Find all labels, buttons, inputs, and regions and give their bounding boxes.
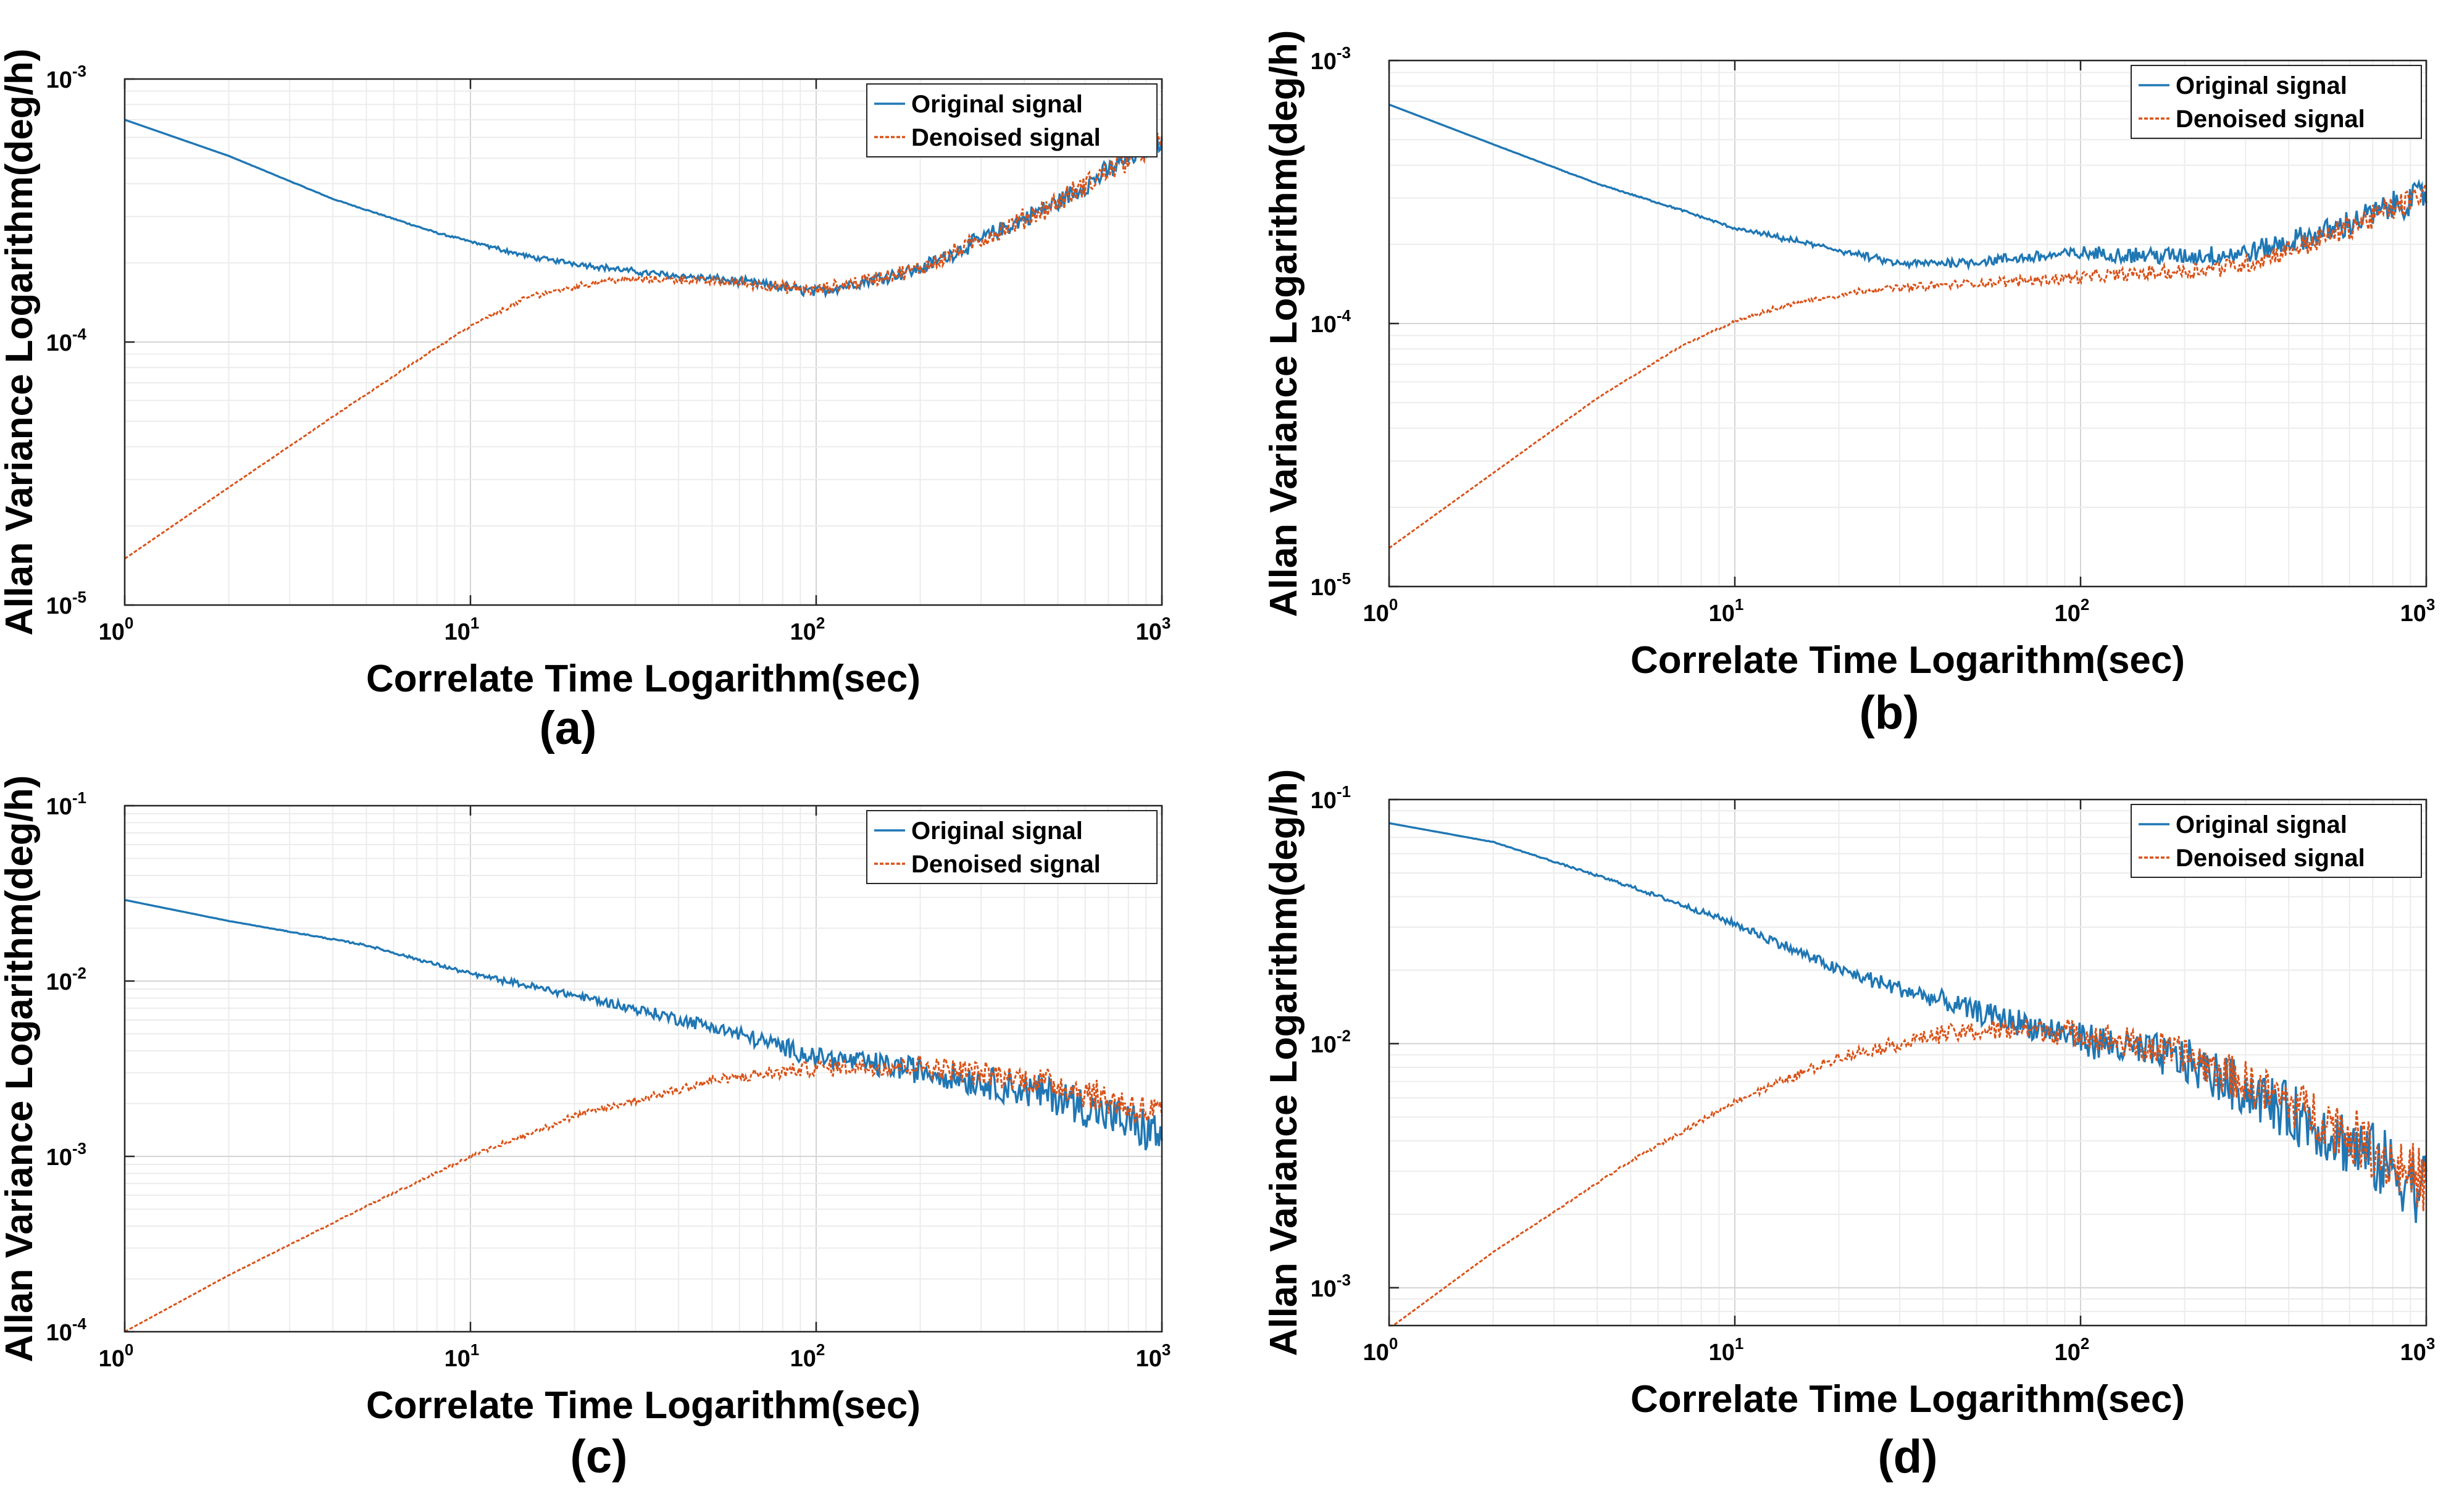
panel-label: (c) bbox=[570, 1431, 628, 1483]
legend-label: Denoised signal bbox=[911, 851, 1101, 878]
x-tick-label: 103 bbox=[1136, 614, 1171, 645]
x-tick-label: 101 bbox=[445, 1340, 480, 1372]
legend-label: Denoised signal bbox=[2176, 106, 2365, 133]
x-tick-label: 102 bbox=[2055, 595, 2090, 627]
plot-area bbox=[1389, 800, 2426, 1326]
legend-box bbox=[2131, 65, 2422, 139]
panel-label: (b) bbox=[1859, 687, 1919, 739]
x-tick-label: 100 bbox=[99, 614, 134, 645]
x-tick-label: 100 bbox=[1363, 595, 1398, 627]
legend: Original signal Denoised signal bbox=[866, 810, 1158, 884]
grid bbox=[1388, 800, 2426, 1326]
x-axis-title: Correlate Time Logarithm(sec) bbox=[1630, 639, 2185, 682]
y-tick-label: 10-3 bbox=[46, 62, 86, 93]
axes-frame bbox=[1388, 798, 2428, 1327]
y-axis-title: Allan Variance Logarithm(deg/h) bbox=[0, 49, 41, 636]
plot-area bbox=[125, 806, 1162, 1332]
y-axis-title: Allan Variance Logarithm(deg/h) bbox=[1263, 769, 1305, 1356]
chart-panel-b: 100 101 102 103 10-5 10-4 10-3 Correlate Time L… bbox=[1263, 30, 2435, 739]
legend-label: Original signal bbox=[2176, 72, 2347, 99]
x-tick-label: 100 bbox=[1363, 1334, 1398, 1366]
chart-panel-d: 100 101 102 103 10-3 10-2 10-1 Correlate Time L… bbox=[1263, 769, 2435, 1483]
x-axis-title: Correlate Time Logarithm(sec) bbox=[1630, 1378, 2185, 1421]
x-tick-label: 103 bbox=[2400, 595, 2436, 627]
legend-label: Denoised signal bbox=[911, 124, 1101, 151]
x-tick-label: 101 bbox=[1709, 595, 1744, 627]
panel-label: (a) bbox=[540, 702, 597, 754]
legend: Original signal Denoised signal bbox=[866, 83, 1158, 157]
legend: Original signal Denoised signal bbox=[2131, 804, 2422, 878]
x-axis-title: Correlate Time Logarithm(sec) bbox=[366, 658, 921, 700]
x-tick-label: 102 bbox=[790, 614, 825, 645]
axes-frame bbox=[123, 804, 1163, 1333]
series-line-denoised bbox=[124, 1053, 1163, 1333]
x-axis-title: Correlate Time Logarithm(sec) bbox=[366, 1384, 921, 1427]
x-tick-label: 101 bbox=[445, 614, 480, 645]
y-tick-label: 10-2 bbox=[1311, 1026, 1351, 1058]
x-tick-label: 103 bbox=[1136, 1340, 1171, 1372]
chart-panel-a: 100 101 102 103 10-5 10-4 10-3 Correlate Time L… bbox=[0, 49, 1171, 754]
panel-label: (d) bbox=[1877, 1431, 1937, 1483]
x-tick-label: 103 bbox=[2400, 1334, 2436, 1366]
y-axis-title: Allan Variance Logarithm(deg/h) bbox=[0, 775, 41, 1363]
y-axis-title: Allan Variance Logarithm(deg/h) bbox=[1263, 30, 1305, 617]
x-tick-label: 102 bbox=[790, 1340, 825, 1372]
legend-box bbox=[866, 83, 1158, 157]
legend: Original signal Denoised signal bbox=[2131, 65, 2422, 139]
y-tick-label: 10-3 bbox=[1311, 43, 1351, 75]
grid bbox=[1388, 61, 2426, 587]
series-line-original bbox=[1388, 103, 2428, 271]
series-line-denoised bbox=[1388, 183, 2428, 549]
y-tick-label: 10-2 bbox=[46, 964, 86, 995]
y-tick-label: 10-5 bbox=[46, 588, 86, 619]
legend-label: Original signal bbox=[911, 91, 1083, 118]
chart-panel-c: 100 101 102 103 10-4 10-3 10-2 10-1 Correlate Ti… bbox=[0, 775, 1171, 1483]
y-tick-label: 10-1 bbox=[46, 788, 86, 820]
series-line-original bbox=[1388, 822, 2428, 1223]
legend-label: Original signal bbox=[911, 817, 1083, 845]
legend-label: Denoised signal bbox=[2176, 845, 2365, 872]
x-tick-label: 102 bbox=[2055, 1334, 2090, 1366]
legend-label: Original signal bbox=[2176, 811, 2347, 838]
legend-box bbox=[2131, 804, 2422, 878]
series-line-original bbox=[124, 119, 1163, 299]
series-line-original bbox=[124, 899, 1163, 1151]
y-tick-label: 10-3 bbox=[46, 1139, 86, 1171]
y-tick-label: 10-3 bbox=[1311, 1271, 1351, 1302]
legend-box bbox=[866, 810, 1158, 884]
y-tick-label: 10-5 bbox=[1311, 569, 1351, 601]
series-line-denoised bbox=[124, 128, 1163, 560]
x-tick-label: 100 bbox=[99, 1340, 134, 1372]
y-tick-label: 10-1 bbox=[1311, 782, 1351, 814]
y-tick-label: 10-4 bbox=[1311, 306, 1351, 338]
series-line-denoised bbox=[1389, 1017, 2428, 1327]
x-tick-label: 101 bbox=[1709, 1334, 1744, 1366]
y-tick-label: 10-4 bbox=[46, 325, 87, 356]
grid bbox=[124, 79, 1162, 606]
y-tick-label: 10-4 bbox=[46, 1314, 87, 1346]
